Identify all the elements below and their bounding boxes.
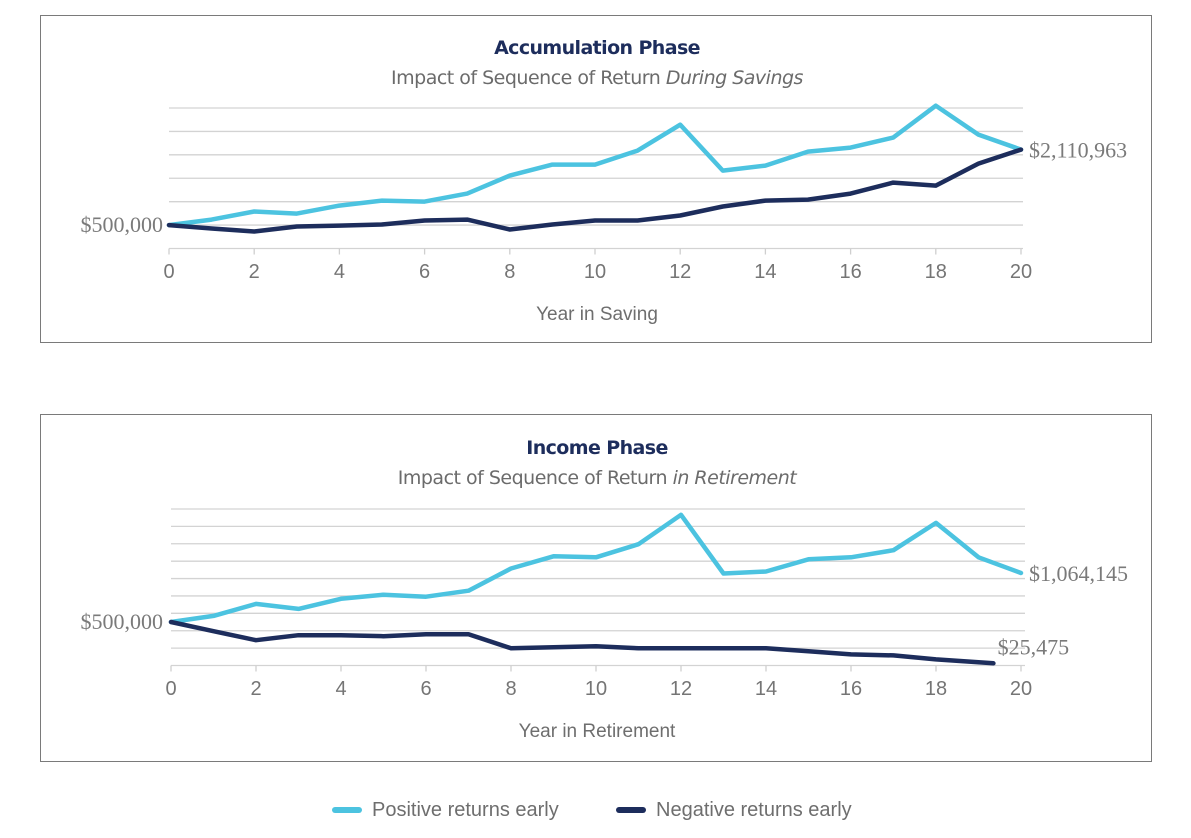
- x-tick-label: 18: [925, 678, 947, 700]
- series-lines: [166, 103, 1024, 234]
- legend-swatch-negative: [616, 807, 646, 813]
- x-tick-label: 2: [250, 678, 261, 700]
- chart-title: Income Phase: [526, 437, 667, 459]
- series-line-negative: [168, 619, 996, 666]
- accumulation-phase-chart: Accumulation Phase Impact of Sequence of…: [81, 37, 1128, 325]
- x-tick-label: 16: [839, 261, 861, 283]
- x-tick-label: 0: [165, 678, 176, 700]
- legend-swatch-positive: [332, 807, 362, 813]
- chart-subtitle-plain: Impact of Sequence of Return: [391, 67, 666, 89]
- x-tick-label: 14: [755, 678, 777, 700]
- legend-label: Negative returns early: [656, 798, 852, 821]
- x-tick-label: 14: [754, 261, 776, 283]
- x-tick-label: 12: [670, 678, 692, 700]
- x-tick-label: 4: [334, 261, 345, 283]
- value-labels: $500,000 $1,064,145 $25,475: [81, 561, 1129, 659]
- start-value-label: $500,000: [81, 212, 164, 237]
- accumulation-phase-chart-panel: Accumulation Phase Impact of Sequence of…: [40, 15, 1152, 343]
- grid-lines: [169, 107, 1023, 226]
- x-axis: 0 2 4 6 8 10 12 14 16 18 20: [163, 247, 1032, 283]
- chart-title: Accumulation Phase: [494, 37, 700, 59]
- x-tick-label: 8: [504, 261, 515, 283]
- legend-label: Positive returns early: [372, 798, 559, 821]
- x-tick-label: 8: [505, 678, 516, 700]
- chart-subtitle: Impact of Sequence of Return During Savi…: [391, 67, 804, 89]
- start-value-label: $500,000: [81, 609, 164, 634]
- chart-legend: Positive returns early Negative returns …: [0, 795, 1191, 825]
- x-tick-label: 6: [420, 678, 431, 700]
- value-labels: $500,000 $2,110,963: [81, 138, 1128, 237]
- grid-lines: [171, 508, 1025, 649]
- x-tick-label: 10: [585, 678, 607, 700]
- series-line-negative: [166, 147, 1024, 234]
- x-tick-label: 10: [584, 261, 606, 283]
- legend-item-negative: Negative returns early: [616, 795, 852, 825]
- series-line-positive: [166, 103, 1024, 228]
- x-tick-label: 20: [1010, 261, 1032, 283]
- series-line-positive: [168, 512, 1024, 625]
- income-phase-chart-panel: Income Phase Impact of Sequence of Retur…: [40, 414, 1152, 762]
- end-value-label-negative: $25,475: [998, 634, 1070, 659]
- x-tick-label: 12: [669, 261, 691, 283]
- end-value-label-positive: $1,064,145: [1029, 561, 1128, 586]
- legend-item-positive: Positive returns early: [332, 795, 559, 825]
- chart-subtitle-plain: Impact of Sequence of Return: [398, 467, 673, 489]
- series-lines: [168, 512, 1024, 666]
- end-value-label-positive: $2,110,963: [1029, 138, 1127, 163]
- x-tick-label: 6: [419, 261, 430, 283]
- x-axis-label: Year in Saving: [536, 304, 658, 325]
- x-axis: 0 2 4 6 8 10 12 14 16 18 20: [165, 664, 1032, 700]
- x-tick-label: 0: [163, 261, 174, 283]
- chart-subtitle: Impact of Sequence of Return in Retireme…: [398, 467, 799, 489]
- x-tick-label: 16: [840, 678, 862, 700]
- chart-subtitle-italic: During Savings: [666, 67, 804, 89]
- x-tick-label: 2: [249, 261, 260, 283]
- x-axis-label: Year in Retirement: [519, 721, 676, 742]
- x-tick-label: 18: [925, 261, 947, 283]
- x-tick-label: 20: [1010, 678, 1032, 700]
- income-phase-chart: Income Phase Impact of Sequence of Retur…: [81, 437, 1129, 742]
- x-tick-label: 4: [335, 678, 346, 700]
- chart-subtitle-italic: in Retirement: [673, 467, 799, 489]
